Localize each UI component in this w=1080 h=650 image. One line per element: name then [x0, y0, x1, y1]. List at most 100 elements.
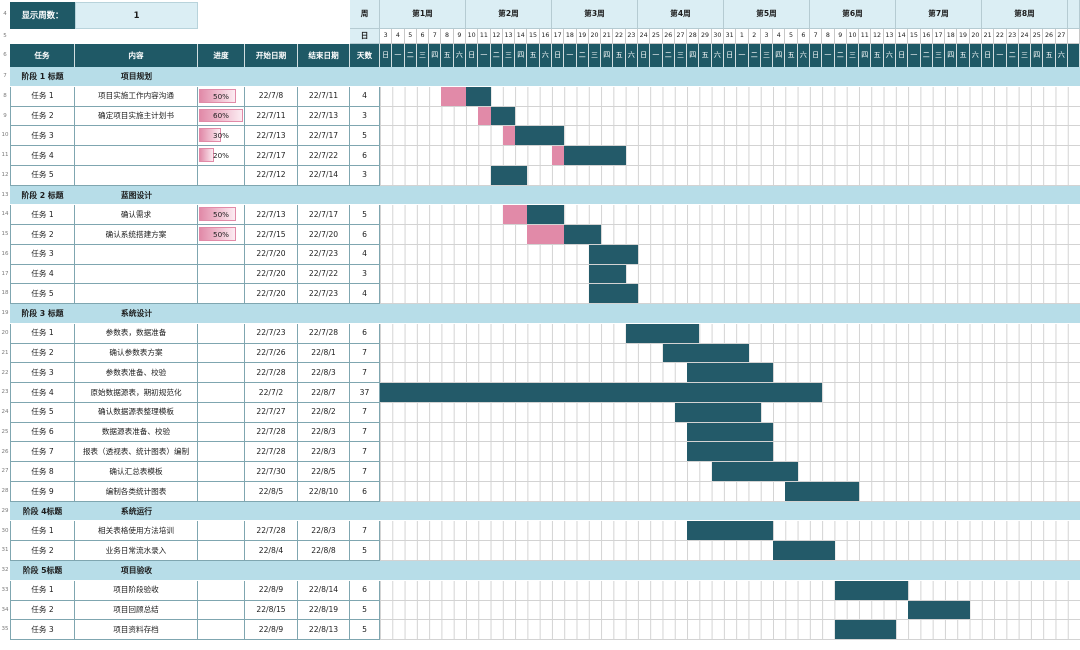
- task-days-cell[interactable]: 4: [350, 244, 380, 265]
- task-progress-value[interactable]: 60%: [213, 111, 229, 121]
- task-days-cell[interactable]: 7: [350, 422, 380, 443]
- task-progress-cell[interactable]: 50%: [198, 86, 245, 107]
- task-days-cell[interactable]: 6: [350, 481, 380, 502]
- task-progress-cell[interactable]: [198, 383, 245, 403]
- task-end-cell[interactable]: 22/8/8: [298, 541, 350, 561]
- task-progress-cell[interactable]: [198, 244, 245, 265]
- task-start-cell[interactable]: 22/7/2: [245, 383, 298, 403]
- task-content-cell[interactable]: 业务日常流水录入: [75, 541, 198, 561]
- task-days-cell[interactable]: 4: [350, 284, 380, 305]
- task-end-cell[interactable]: 22/7/17: [298, 126, 350, 147]
- task-name-cell[interactable]: 任务 2: [10, 343, 75, 364]
- row-number[interactable]: 7: [3, 73, 7, 80]
- row-number[interactable]: 18: [1, 290, 9, 297]
- stage-name[interactable]: 系统运行: [120, 506, 153, 516]
- row-number[interactable]: 21: [1, 349, 9, 356]
- task-name-cell[interactable]: 任务 2: [10, 600, 75, 621]
- task-content-cell[interactable]: 项目回顾总结: [75, 600, 198, 621]
- task-content-cell[interactable]: 编制各类统计图表: [75, 481, 198, 502]
- task-start-cell[interactable]: 22/7/20: [245, 244, 298, 265]
- task-days-cell[interactable]: 7: [350, 462, 380, 482]
- task-name-cell[interactable]: 任务 5: [10, 284, 75, 305]
- task-end-cell[interactable]: 22/8/1: [298, 343, 350, 364]
- row-number[interactable]: 8: [3, 92, 7, 99]
- task-days-cell[interactable]: 5: [350, 620, 380, 641]
- task-start-cell[interactable]: 22/8/9: [245, 580, 298, 601]
- task-progress-value[interactable]: 30%: [213, 131, 229, 141]
- task-progress-cell[interactable]: [198, 600, 245, 621]
- row-number[interactable]: 27: [1, 468, 9, 475]
- task-name-cell[interactable]: 任务 5: [10, 165, 75, 186]
- task-end-cell[interactable]: 22/8/13: [298, 620, 350, 641]
- row-number[interactable]: 19: [1, 310, 9, 317]
- task-progress-value[interactable]: 20%: [213, 150, 229, 160]
- task-start-cell[interactable]: 22/7/23: [245, 323, 298, 344]
- task-progress-cell[interactable]: [198, 264, 245, 285]
- task-progress-cell[interactable]: 20%: [198, 146, 245, 166]
- stage-title[interactable]: 阶段 2 标题: [21, 190, 64, 200]
- task-start-cell[interactable]: 22/7/28: [245, 422, 298, 443]
- task-content-cell[interactable]: 原始数据源表，期初规范化: [75, 383, 198, 403]
- task-start-cell[interactable]: 22/7/12: [245, 165, 298, 186]
- task-end-cell[interactable]: 22/7/20: [298, 225, 350, 245]
- task-progress-cell[interactable]: 30%: [198, 126, 245, 147]
- task-name-cell[interactable]: 任务 5: [10, 402, 75, 423]
- stage-title[interactable]: 阶段 4标题: [22, 506, 63, 516]
- task-end-cell[interactable]: 22/7/13: [298, 106, 350, 127]
- row-number[interactable]: 20: [1, 330, 9, 336]
- task-days-cell[interactable]: 7: [350, 442, 380, 463]
- task-name-cell[interactable]: 任务 7: [10, 442, 75, 463]
- task-name-cell[interactable]: 任务 4: [10, 146, 75, 166]
- row-number[interactable]: 25: [1, 428, 9, 435]
- stage-name[interactable]: 系统设计: [120, 309, 153, 319]
- task-days-cell[interactable]: 6: [350, 323, 380, 344]
- task-content-cell[interactable]: [75, 126, 198, 147]
- task-name-cell[interactable]: 任务 3: [10, 620, 75, 641]
- row-number[interactable]: 9: [3, 112, 7, 119]
- stage-title[interactable]: 阶段 5标题: [22, 565, 63, 575]
- task-start-cell[interactable]: 22/7/28: [245, 521, 298, 542]
- task-name-cell[interactable]: 任务 4: [10, 264, 75, 285]
- row-number[interactable]: 4: [3, 10, 7, 17]
- row-number[interactable]: 16: [1, 250, 9, 257]
- row-number[interactable]: 13: [1, 191, 9, 198]
- row-number[interactable]: 22: [1, 369, 9, 376]
- task-progress-cell[interactable]: 50%: [198, 225, 245, 245]
- row-number[interactable]: 29: [1, 507, 9, 514]
- task-name-cell[interactable]: 任务 6: [10, 422, 75, 443]
- task-name-cell[interactable]: 任务 8: [10, 462, 75, 482]
- task-end-cell[interactable]: 22/8/3: [298, 422, 350, 443]
- row-number[interactable]: 26: [1, 448, 9, 455]
- task-content-cell[interactable]: [75, 264, 198, 285]
- task-content-cell[interactable]: 报表（透视表、统计图表）编制: [75, 442, 198, 463]
- task-days-cell[interactable]: 7: [350, 521, 380, 542]
- task-name-cell[interactable]: 任务 1: [10, 205, 75, 226]
- task-end-cell[interactable]: 22/7/23: [298, 244, 350, 265]
- row-number[interactable]: 17: [1, 270, 9, 277]
- task-progress-cell[interactable]: 60%: [198, 106, 245, 127]
- task-days-cell[interactable]: 5: [350, 205, 380, 226]
- task-days-cell[interactable]: 5: [350, 541, 380, 561]
- task-end-cell[interactable]: 22/8/2: [298, 402, 350, 423]
- task-days-cell[interactable]: 6: [350, 580, 380, 601]
- row-number[interactable]: 23: [1, 389, 9, 396]
- task-start-cell[interactable]: 22/8/9: [245, 620, 298, 641]
- row-number[interactable]: 24: [1, 409, 9, 416]
- task-start-cell[interactable]: 22/7/26: [245, 343, 298, 364]
- stage-name[interactable]: 项目验收: [120, 565, 153, 575]
- task-content-cell[interactable]: 确认数据源表整理模板: [75, 402, 198, 423]
- task-end-cell[interactable]: 22/8/7: [298, 383, 350, 403]
- task-start-cell[interactable]: 22/7/13: [245, 205, 298, 226]
- task-name-cell[interactable]: 任务 4: [10, 383, 75, 403]
- task-progress-cell[interactable]: [198, 462, 245, 482]
- task-days-cell[interactable]: 7: [350, 343, 380, 364]
- display-weeks-input[interactable]: 1: [75, 2, 198, 29]
- task-end-cell[interactable]: 22/8/19: [298, 600, 350, 621]
- task-start-cell[interactable]: 22/7/28: [245, 363, 298, 384]
- row-number[interactable]: 32: [1, 567, 9, 574]
- task-content-cell[interactable]: 确认系统搭建方案: [75, 225, 198, 245]
- task-end-cell[interactable]: 22/7/23: [298, 284, 350, 305]
- row-number[interactable]: 28: [1, 488, 9, 495]
- task-start-cell[interactable]: 22/7/30: [245, 462, 298, 482]
- row-number[interactable]: 11: [1, 152, 9, 159]
